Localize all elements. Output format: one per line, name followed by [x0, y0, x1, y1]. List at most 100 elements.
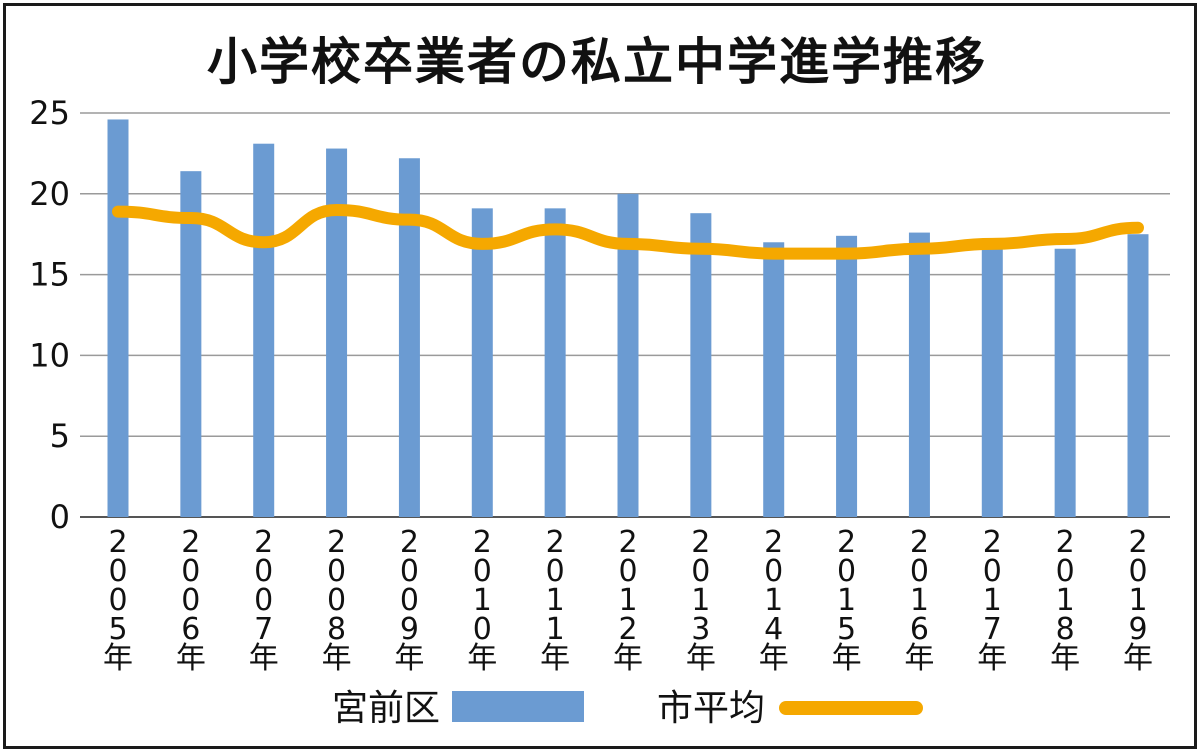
bar — [326, 148, 348, 517]
x-tick-glyph: 0 — [108, 583, 127, 618]
x-tick-glyph: 1 — [691, 583, 710, 618]
x-tick-glyph: 年 — [1123, 641, 1153, 676]
x-tick-glyph: 0 — [254, 554, 273, 589]
x-tick-glyph: 年 — [832, 641, 862, 676]
x-tick-glyph: 0 — [837, 554, 856, 589]
x-tick-glyph: 0 — [327, 583, 346, 618]
bar — [398, 158, 420, 518]
x-tick-glyph: 年 — [686, 641, 716, 676]
x-tick-glyph: 2 — [618, 525, 637, 560]
x-tick-glyph: 2 — [327, 525, 346, 560]
bar — [107, 119, 129, 518]
x-tick-glyph: 2 — [1128, 525, 1147, 560]
x-tick-glyph: 5 — [837, 612, 856, 647]
x-tick-glyph: 8 — [1056, 612, 1075, 647]
x-tick-glyph: 2 — [764, 525, 783, 560]
x-tick-glyph: 年 — [540, 641, 570, 676]
x-tick-glyph: 0 — [1128, 554, 1147, 589]
x-tick-glyph: 2 — [108, 525, 127, 560]
x-tick-glyph: 年 — [1050, 641, 1080, 676]
x-tick-glyph: 年 — [249, 641, 279, 676]
x-tick-glyph: 0 — [327, 554, 346, 589]
x-tick-glyph: 0 — [181, 583, 200, 618]
y-tick-label: 5 — [50, 417, 70, 455]
x-tick-glyph: 0 — [181, 554, 200, 589]
x-tick-glyph: 0 — [546, 554, 565, 589]
bar — [180, 171, 202, 517]
bar — [544, 208, 566, 517]
bar — [471, 208, 493, 517]
x-tick-glyph: 3 — [691, 612, 710, 647]
x-tick-glyph: 2 — [400, 525, 419, 560]
x-tick-glyph: 1 — [764, 583, 783, 618]
y-tick-label: 0 — [50, 498, 70, 536]
legend-swatch-bar — [452, 691, 584, 722]
bar — [1127, 234, 1149, 517]
x-tick-glyph: 0 — [108, 554, 127, 589]
x-tick-glyph: 2 — [691, 525, 710, 560]
x-tick-glyph: 2 — [254, 525, 273, 560]
x-tick-glyph: 1 — [473, 583, 492, 618]
x-tick-glyph: 0 — [400, 554, 419, 589]
y-tick-label: 25 — [29, 94, 70, 132]
x-tick-glyph: 0 — [473, 554, 492, 589]
x-tick-glyph: 0 — [618, 554, 637, 589]
x-tick-glyph: 2 — [473, 525, 492, 560]
x-tick-glyph: 年 — [977, 641, 1007, 676]
chart-title: 小学校卒業者の私立中学進学推移 — [207, 33, 987, 91]
x-tick-glyph: 1 — [837, 583, 856, 618]
x-tick-glyph: 5 — [108, 612, 127, 647]
x-tick-glyph: 2 — [837, 525, 856, 560]
x-tick-glyph: 年 — [759, 641, 789, 676]
x-tick-glyph: 2 — [983, 525, 1002, 560]
y-tick-label: 15 — [29, 256, 70, 294]
x-tick-glyph: 9 — [1128, 612, 1147, 647]
x-tick-glyph: 年 — [613, 641, 643, 676]
bar — [981, 245, 1003, 517]
x-tick-glyph: 0 — [400, 583, 419, 618]
x-tick-glyph: 0 — [473, 612, 492, 647]
x-tick-glyph: 1 — [1056, 583, 1075, 618]
y-tick-label: 10 — [29, 336, 70, 374]
line-series — [112, 203, 1144, 260]
x-tick-glyph: 年 — [322, 641, 352, 676]
x-tick-glyph: 0 — [254, 583, 273, 618]
x-tick-glyph: 8 — [327, 612, 346, 647]
x-tick-glyph: 0 — [691, 554, 710, 589]
x-tick-glyph: 0 — [910, 554, 929, 589]
x-tick-glyph: 9 — [400, 612, 419, 647]
series-line — [112, 203, 1144, 260]
x-tick-glyph: 1 — [1128, 583, 1147, 618]
x-tick-glyph: 1 — [618, 583, 637, 618]
x-tick-glyph: 6 — [181, 612, 200, 647]
bar-series — [107, 119, 1149, 518]
x-tick-glyph: 2 — [1056, 525, 1075, 560]
x-tick-glyph: 2 — [618, 612, 637, 647]
bar — [836, 235, 858, 518]
x-tick-glyph: 0 — [1056, 554, 1075, 589]
x-tick-glyph: 2 — [546, 525, 565, 560]
legend: 宮前区 市平均 — [332, 688, 923, 729]
x-tick-glyph: 年 — [394, 641, 424, 676]
x-tick-glyph: 1 — [983, 583, 1002, 618]
bar — [690, 213, 712, 517]
x-tick-glyph: 4 — [764, 612, 783, 647]
y-axis-ticks: 0 5 10 15 20 25 — [29, 94, 70, 536]
x-axis-ticks: 2005年2006年2007年2008年2009年2010年2011年2012年… — [103, 525, 1153, 676]
x-tick-glyph: 2 — [181, 525, 200, 560]
x-tick-glyph: 年 — [904, 641, 934, 676]
